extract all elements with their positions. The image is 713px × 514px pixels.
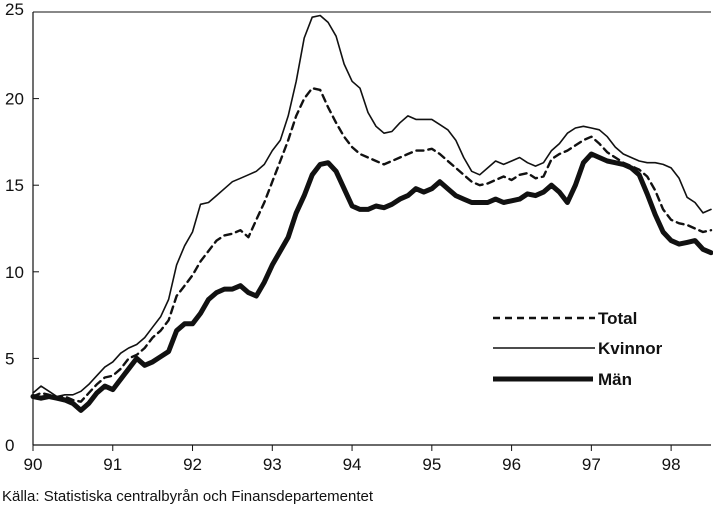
x-tick-label: 98 [662, 455, 681, 474]
y-tick-label: 0 [5, 436, 14, 455]
chart-axes: 0 5 10 15 20 25 90 91 92 93 94 95 96 97 98 [5, 0, 711, 474]
y-tick-label: 10 [5, 263, 24, 282]
x-tick-label: 90 [24, 455, 43, 474]
series-line-män [30, 151, 713, 413]
x-tick-label: 96 [502, 455, 521, 474]
x-tick-label: 94 [343, 455, 362, 474]
y-tick-label: 25 [5, 0, 24, 19]
legend-label-män: Män [598, 370, 632, 389]
legend-label-total: Total [598, 309, 637, 328]
x-tick-label: 91 [103, 455, 122, 474]
series-line-total [31, 86, 713, 403]
source-note: Källa: Statistiska centralbyrån och Fina… [2, 488, 374, 505]
legend-label-kvinnor: Kvinnor [598, 339, 663, 358]
x-tick-label: 95 [422, 455, 441, 474]
series-line-kvinnor [32, 14, 712, 398]
x-tick-label: 93 [263, 455, 282, 474]
series-layer [30, 14, 713, 413]
x-tick-label: 92 [183, 455, 202, 474]
y-tick-label: 5 [5, 349, 14, 368]
chart-legend: Total Kvinnor Män [493, 309, 663, 389]
y-tick-label: 20 [5, 90, 24, 109]
y-tick-label: 15 [5, 176, 24, 195]
x-tick-label: 97 [582, 455, 601, 474]
